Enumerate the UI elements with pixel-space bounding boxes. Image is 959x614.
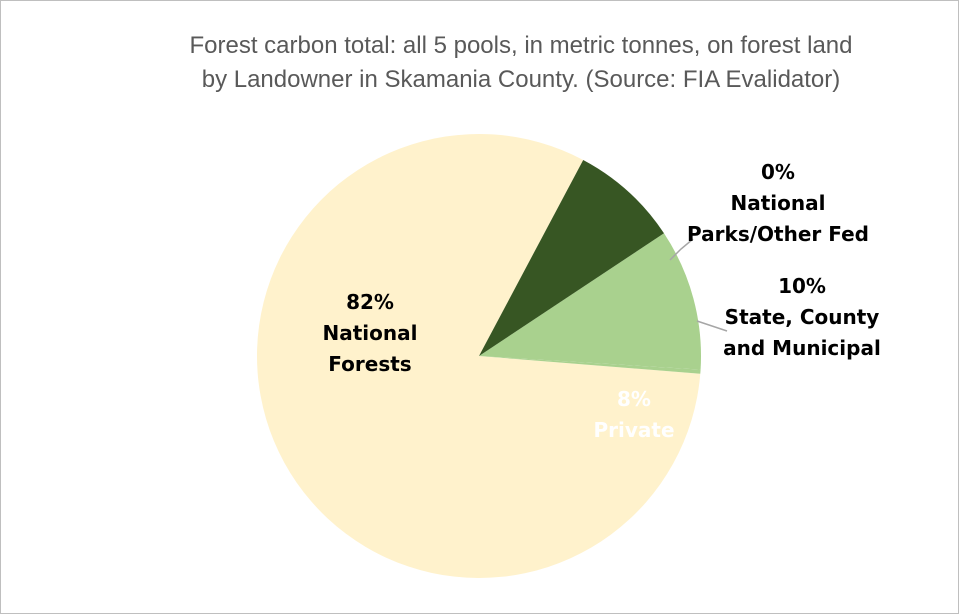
data-label-category: National — [323, 321, 418, 345]
data-label-category: National — [731, 191, 826, 215]
leader-line — [669, 238, 694, 261]
data-label: 82% National Forests — [323, 290, 418, 376]
chart-title-line-2: by Landowner in Skamania County. (Source… — [201, 66, 841, 93]
data-label-category: State, County — [725, 305, 880, 329]
data-label: 10% State, County and Municipal — [723, 274, 881, 360]
leader-line — [696, 320, 728, 332]
data-label-percent: 0% — [761, 160, 795, 184]
data-label-category: and Municipal — [723, 336, 881, 360]
data-label: 8% Private — [593, 387, 674, 442]
chart-title: Forest carbon total: all 5 pools, in met… — [101, 29, 941, 97]
data-label-percent: 8% — [617, 387, 651, 411]
data-label-category: Private — [593, 418, 674, 442]
pie-slice-state-county-and-municipal — [479, 233, 701, 370]
data-label-category: Parks/Other Fed — [687, 222, 869, 246]
chart-title-line-1: Forest carbon total: all 5 pools, in met… — [189, 32, 853, 59]
pie-slice-national-parks-other-fed — [479, 356, 701, 374]
data-label: 0% National Parks/Other Fed — [687, 160, 869, 246]
data-label-percent: 10% — [778, 274, 826, 298]
data-label-category: Forests — [328, 352, 411, 376]
pie-slice-national-forests — [256, 134, 701, 579]
pie-slice-private — [479, 159, 664, 356]
data-label-percent: 82% — [346, 290, 394, 314]
